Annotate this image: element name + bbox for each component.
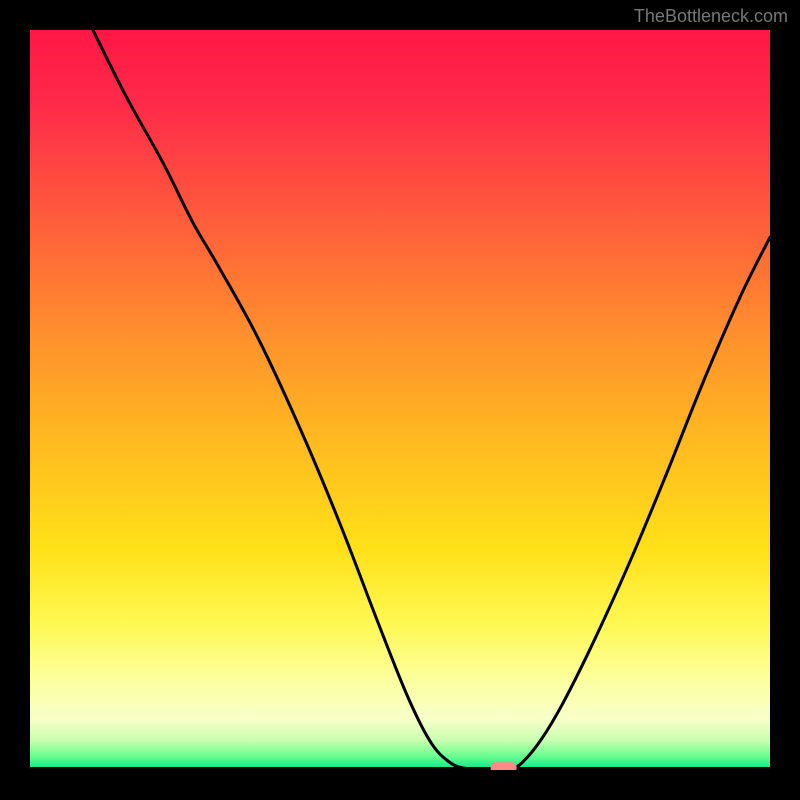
chart-background <box>30 30 770 770</box>
chart-svg <box>30 30 770 770</box>
bottleneck-chart <box>30 30 770 770</box>
optimal-marker <box>491 762 517 770</box>
attribution-text: TheBottleneck.com <box>634 6 788 27</box>
